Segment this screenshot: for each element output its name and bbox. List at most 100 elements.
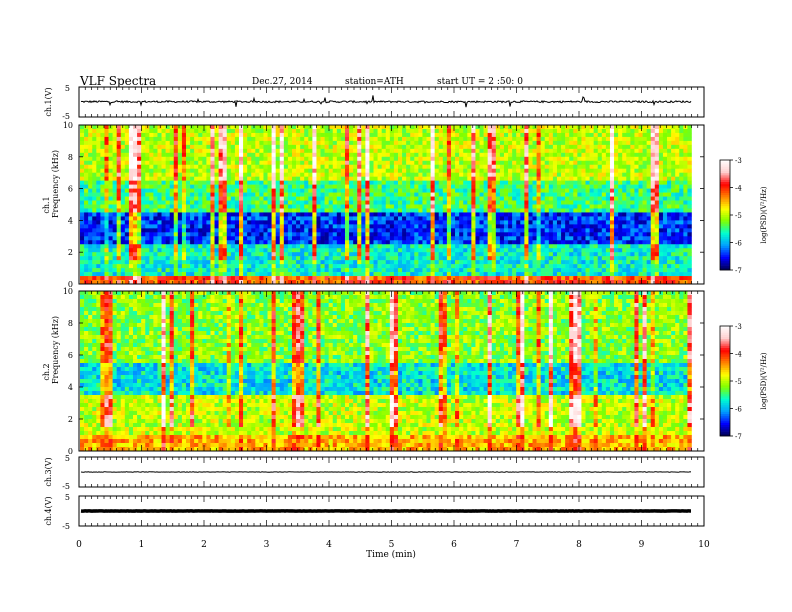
- spectrogram-cell: [128, 256, 134, 261]
- spectrogram-cell: [100, 196, 105, 201]
- spectrogram-cell: [491, 216, 497, 221]
- spectrogram-cell: [332, 228, 338, 233]
- spectrogram-cell: [185, 140, 191, 146]
- spectrogram-cell: [463, 184, 468, 189]
- spectrogram-cell: [202, 188, 207, 193]
- spectrogram-cell: [353, 184, 358, 189]
- spectrogram-cell: [471, 148, 476, 154]
- spectrogram-cell: [353, 236, 358, 241]
- spectrogram-cell: [544, 216, 550, 221]
- spectrogram-cell: [552, 200, 558, 205]
- spectrogram-cell: [128, 152, 134, 158]
- spectrogram-cell: [512, 172, 517, 177]
- spectrogram-cell: [259, 184, 264, 189]
- spectrogram-cell: [393, 148, 399, 154]
- spectrogram-cell: [683, 240, 688, 245]
- spectrogram-cell: [650, 188, 656, 193]
- spectrogram-cell: [328, 125, 334, 130]
- spectrogram-cell: [116, 192, 122, 197]
- spectrogram-cell: [675, 208, 680, 213]
- spectrogram-cell: [438, 144, 444, 150]
- spectrogram-cell: [683, 196, 688, 201]
- spectrogram-cell: [646, 164, 652, 170]
- spectrogram-cell: [614, 156, 619, 162]
- spectrogram-cell: [626, 212, 631, 217]
- spectrogram-cell: [198, 125, 203, 130]
- spectrogram-cell: [369, 212, 374, 217]
- spectrogram-cell: [157, 172, 162, 177]
- spectrogram-cell: [438, 248, 444, 253]
- spectrogram-cell: [434, 248, 440, 253]
- spectrogram-cell: [287, 244, 293, 249]
- spectrogram-cell: [365, 132, 370, 138]
- spectrogram-cell: [328, 164, 334, 170]
- spectrogram-cell: [275, 240, 281, 245]
- spectrogram-cell: [328, 224, 334, 229]
- spectrogram-cell: [626, 204, 631, 209]
- spectrogram-cell: [349, 128, 354, 134]
- spectrogram-cell: [194, 136, 199, 142]
- spectrogram-cell: [654, 208, 660, 213]
- spectrogram-cell: [133, 144, 138, 150]
- spectrogram-cell: [487, 252, 493, 257]
- spectrogram-cell: [381, 156, 387, 162]
- spectrogram-cell: [80, 168, 85, 173]
- spectrogram-cell: [667, 204, 672, 209]
- spectrogram-cell: [190, 228, 195, 233]
- spectrogram-cell: [259, 240, 264, 245]
- spectrogram-cell: [475, 156, 480, 162]
- spectrogram-cell: [332, 200, 338, 205]
- spectrogram-cell: [230, 228, 236, 233]
- spectrogram-cell: [340, 192, 346, 197]
- spectrogram-cell: [308, 188, 313, 193]
- spectrogram-cell: [96, 232, 101, 237]
- spectrogram-cell: [84, 204, 89, 209]
- spectrogram-cell: [503, 212, 509, 217]
- spectrogram-cell: [418, 220, 423, 225]
- spectrogram-cell: [381, 184, 387, 189]
- spectrogram-cell: [483, 216, 488, 221]
- spectrogram-cell: [658, 228, 664, 233]
- spectrogram-cell: [340, 212, 346, 217]
- spectrogram-cell: [605, 244, 611, 249]
- spectrogram-cell: [422, 125, 427, 130]
- spectrogram-cell: [349, 172, 354, 177]
- spectrogram-cell: [614, 204, 619, 209]
- spectrogram-cell: [177, 144, 183, 150]
- spectrogram-cell: [259, 204, 264, 209]
- spectrogram-cell: [589, 184, 594, 189]
- spectrogram-cell: [418, 252, 423, 257]
- spectrogram-cell: [104, 200, 109, 205]
- spectrogram-cell: [320, 184, 325, 189]
- spectrogram-cell: [365, 224, 370, 229]
- spectrogram-cell: [475, 125, 480, 130]
- spectrogram-cell: [283, 184, 289, 189]
- spectrogram-cell: [475, 152, 480, 158]
- spectrogram-cell: [238, 148, 244, 154]
- spectrogram-cell: [581, 240, 586, 245]
- spectrogram-cell: [463, 232, 468, 237]
- spectrogram-cell: [520, 208, 525, 213]
- spectrogram-cell: [210, 132, 215, 138]
- spectrogram-cell: [312, 140, 317, 146]
- spectrogram-cell: [438, 224, 444, 229]
- spectrogram-cell: [108, 168, 113, 173]
- spectrogram-cell: [601, 132, 607, 138]
- spectrogram-cell: [210, 152, 215, 158]
- spectrogram-cell: [430, 176, 435, 181]
- spectrogram-cell: [214, 244, 219, 249]
- spectrogram-cell: [426, 224, 431, 229]
- spectrogram-cell: [92, 184, 97, 189]
- spectrogram-cell: [512, 224, 517, 229]
- spectrogram-cell: [597, 184, 603, 189]
- spectrogram-cell: [141, 184, 146, 189]
- spectrogram-cell: [112, 240, 117, 245]
- spectrogram-cell: [671, 176, 676, 181]
- spectrogram-cell: [605, 168, 611, 173]
- spectrogram-cell: [108, 128, 113, 134]
- spectrogram-cell: [671, 252, 676, 257]
- spectrogram-cell: [214, 184, 219, 189]
- spectrogram-cell: [218, 140, 223, 146]
- spectrogram-cell: [120, 220, 126, 225]
- spectrogram-cell: [577, 180, 582, 185]
